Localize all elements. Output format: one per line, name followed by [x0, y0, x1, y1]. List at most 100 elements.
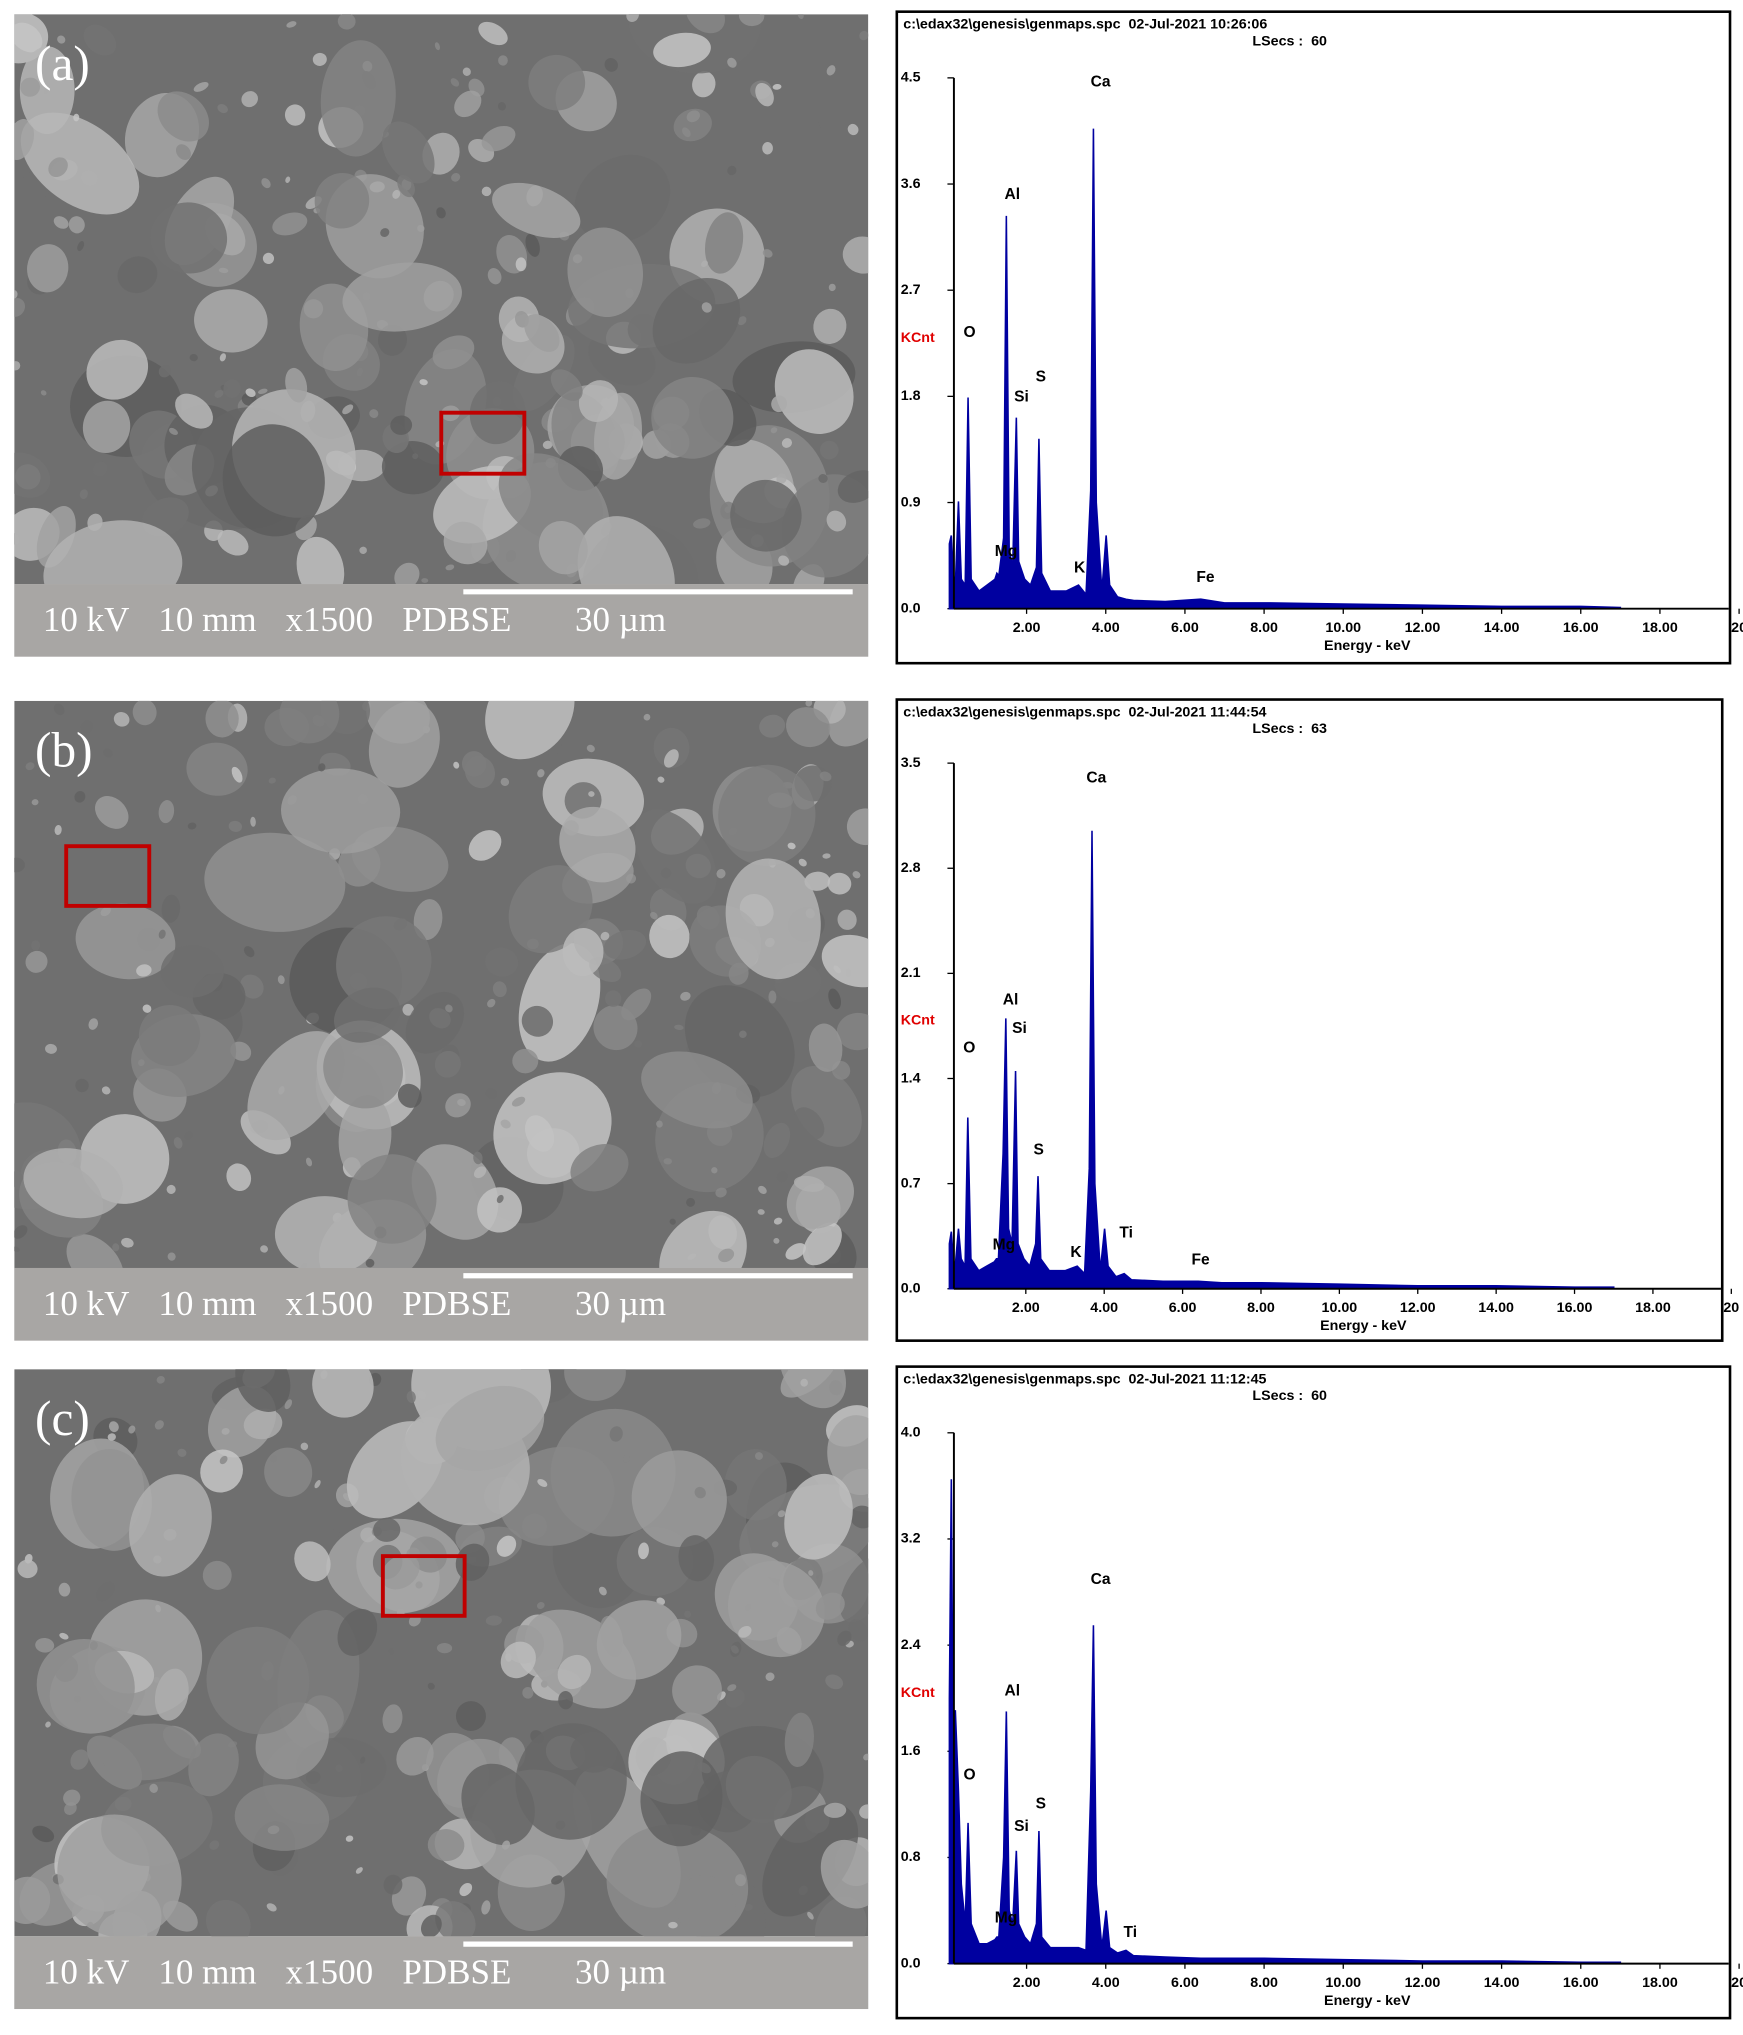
particle	[462, 67, 471, 76]
y-tick-label: 3.5	[901, 755, 921, 771]
particle	[58, 1582, 71, 1597]
spectrum-title: c:\edax32\genesis\genmaps.spc 02-Jul-202…	[903, 16, 1267, 32]
particle	[284, 1399, 293, 1410]
particle	[103, 748, 113, 758]
x-tick-label: 4.00	[1090, 1300, 1118, 1316]
particle	[390, 415, 413, 435]
particle	[701, 302, 712, 313]
particle	[765, 1672, 775, 1682]
particle	[223, 379, 241, 398]
particle	[515, 1723, 627, 1840]
particle	[797, 14, 804, 20]
sem-image	[14, 1369, 869, 1937]
peak-label: Ti	[1124, 1924, 1138, 1941]
particle	[14, 1246, 20, 1253]
particle	[333, 987, 401, 1043]
particle	[674, 1024, 684, 1031]
particle	[228, 820, 243, 832]
particle	[285, 176, 291, 183]
particle	[57, 35, 66, 44]
particle	[175, 393, 213, 429]
info-text: 10 mm	[158, 1284, 256, 1323]
particle	[808, 1570, 814, 1576]
particle	[221, 1427, 230, 1435]
particle	[757, 1209, 765, 1215]
particle	[826, 65, 836, 76]
particle	[345, 1835, 354, 1842]
particle	[243, 946, 255, 958]
particle	[305, 1157, 313, 1167]
particle	[755, 1452, 763, 1460]
particle	[477, 1187, 522, 1233]
particle	[634, 809, 717, 904]
particle	[320, 40, 396, 157]
particle	[567, 227, 644, 318]
particle	[473, 1166, 487, 1179]
particle	[468, 830, 502, 861]
info-text: 10 kV	[43, 1952, 130, 1991]
particle	[355, 1867, 363, 1874]
particle	[14, 298, 25, 317]
particle	[685, 14, 726, 34]
spectrum-title: c:\edax32\genesis\genmaps.spc 02-Jul-202…	[903, 1371, 1266, 1387]
particle	[342, 262, 462, 332]
y-tick-label: 2.8	[901, 860, 921, 876]
particle	[728, 962, 749, 985]
particle	[31, 799, 39, 806]
particle	[837, 909, 857, 930]
particle	[525, 233, 540, 257]
particle	[66, 1234, 124, 1268]
particle	[415, 1581, 423, 1589]
particle	[686, 110, 700, 123]
particle	[445, 1093, 471, 1118]
particle	[863, 1753, 869, 1761]
particle	[445, 564, 455, 571]
info-text: 10 kV	[43, 600, 130, 639]
particle	[82, 400, 131, 454]
x-tick-label: 2.00	[1013, 620, 1041, 636]
particle	[659, 1210, 747, 1268]
particle	[777, 1510, 786, 1518]
x-tick-label: 2.00	[1013, 1975, 1041, 1991]
particle	[369, 181, 385, 193]
particle	[511, 1096, 526, 1107]
particle	[739, 1030, 747, 1038]
y-tick-label: 2.7	[901, 282, 921, 298]
particle	[605, 990, 622, 1007]
particle	[204, 832, 346, 932]
particle	[142, 1004, 152, 1013]
particle	[96, 1581, 115, 1602]
panel-label: (b)	[35, 723, 92, 778]
particle	[14, 1876, 51, 1924]
particle	[74, 791, 86, 803]
particle	[784, 1473, 853, 1560]
particle	[80, 170, 98, 186]
peak-label: Al	[1003, 992, 1019, 1009]
particle	[487, 268, 502, 285]
spectrum-frame	[895, 1365, 1732, 2020]
peak-label: Si	[1014, 1818, 1029, 1835]
particle	[359, 546, 367, 555]
particle	[727, 1684, 737, 1692]
x-tick-label: 18.00	[1635, 1300, 1671, 1316]
particle	[515, 257, 527, 272]
particle	[496, 1194, 504, 1204]
info-text: 10 mm	[158, 1952, 256, 1991]
particle	[827, 872, 852, 895]
particle	[711, 1167, 718, 1174]
particle	[14, 290, 18, 299]
y-tick-label: 1.4	[901, 1070, 921, 1086]
particle	[496, 1535, 517, 1557]
particle	[755, 82, 774, 107]
particle	[284, 104, 306, 126]
particle	[217, 104, 228, 114]
particle	[634, 1040, 643, 1048]
particle	[53, 703, 65, 716]
particle	[337, 14, 356, 30]
particle	[117, 256, 158, 294]
particle	[205, 700, 239, 738]
particle	[250, 816, 256, 827]
particle	[859, 30, 869, 41]
particle	[727, 57, 737, 68]
particle	[336, 916, 432, 1010]
